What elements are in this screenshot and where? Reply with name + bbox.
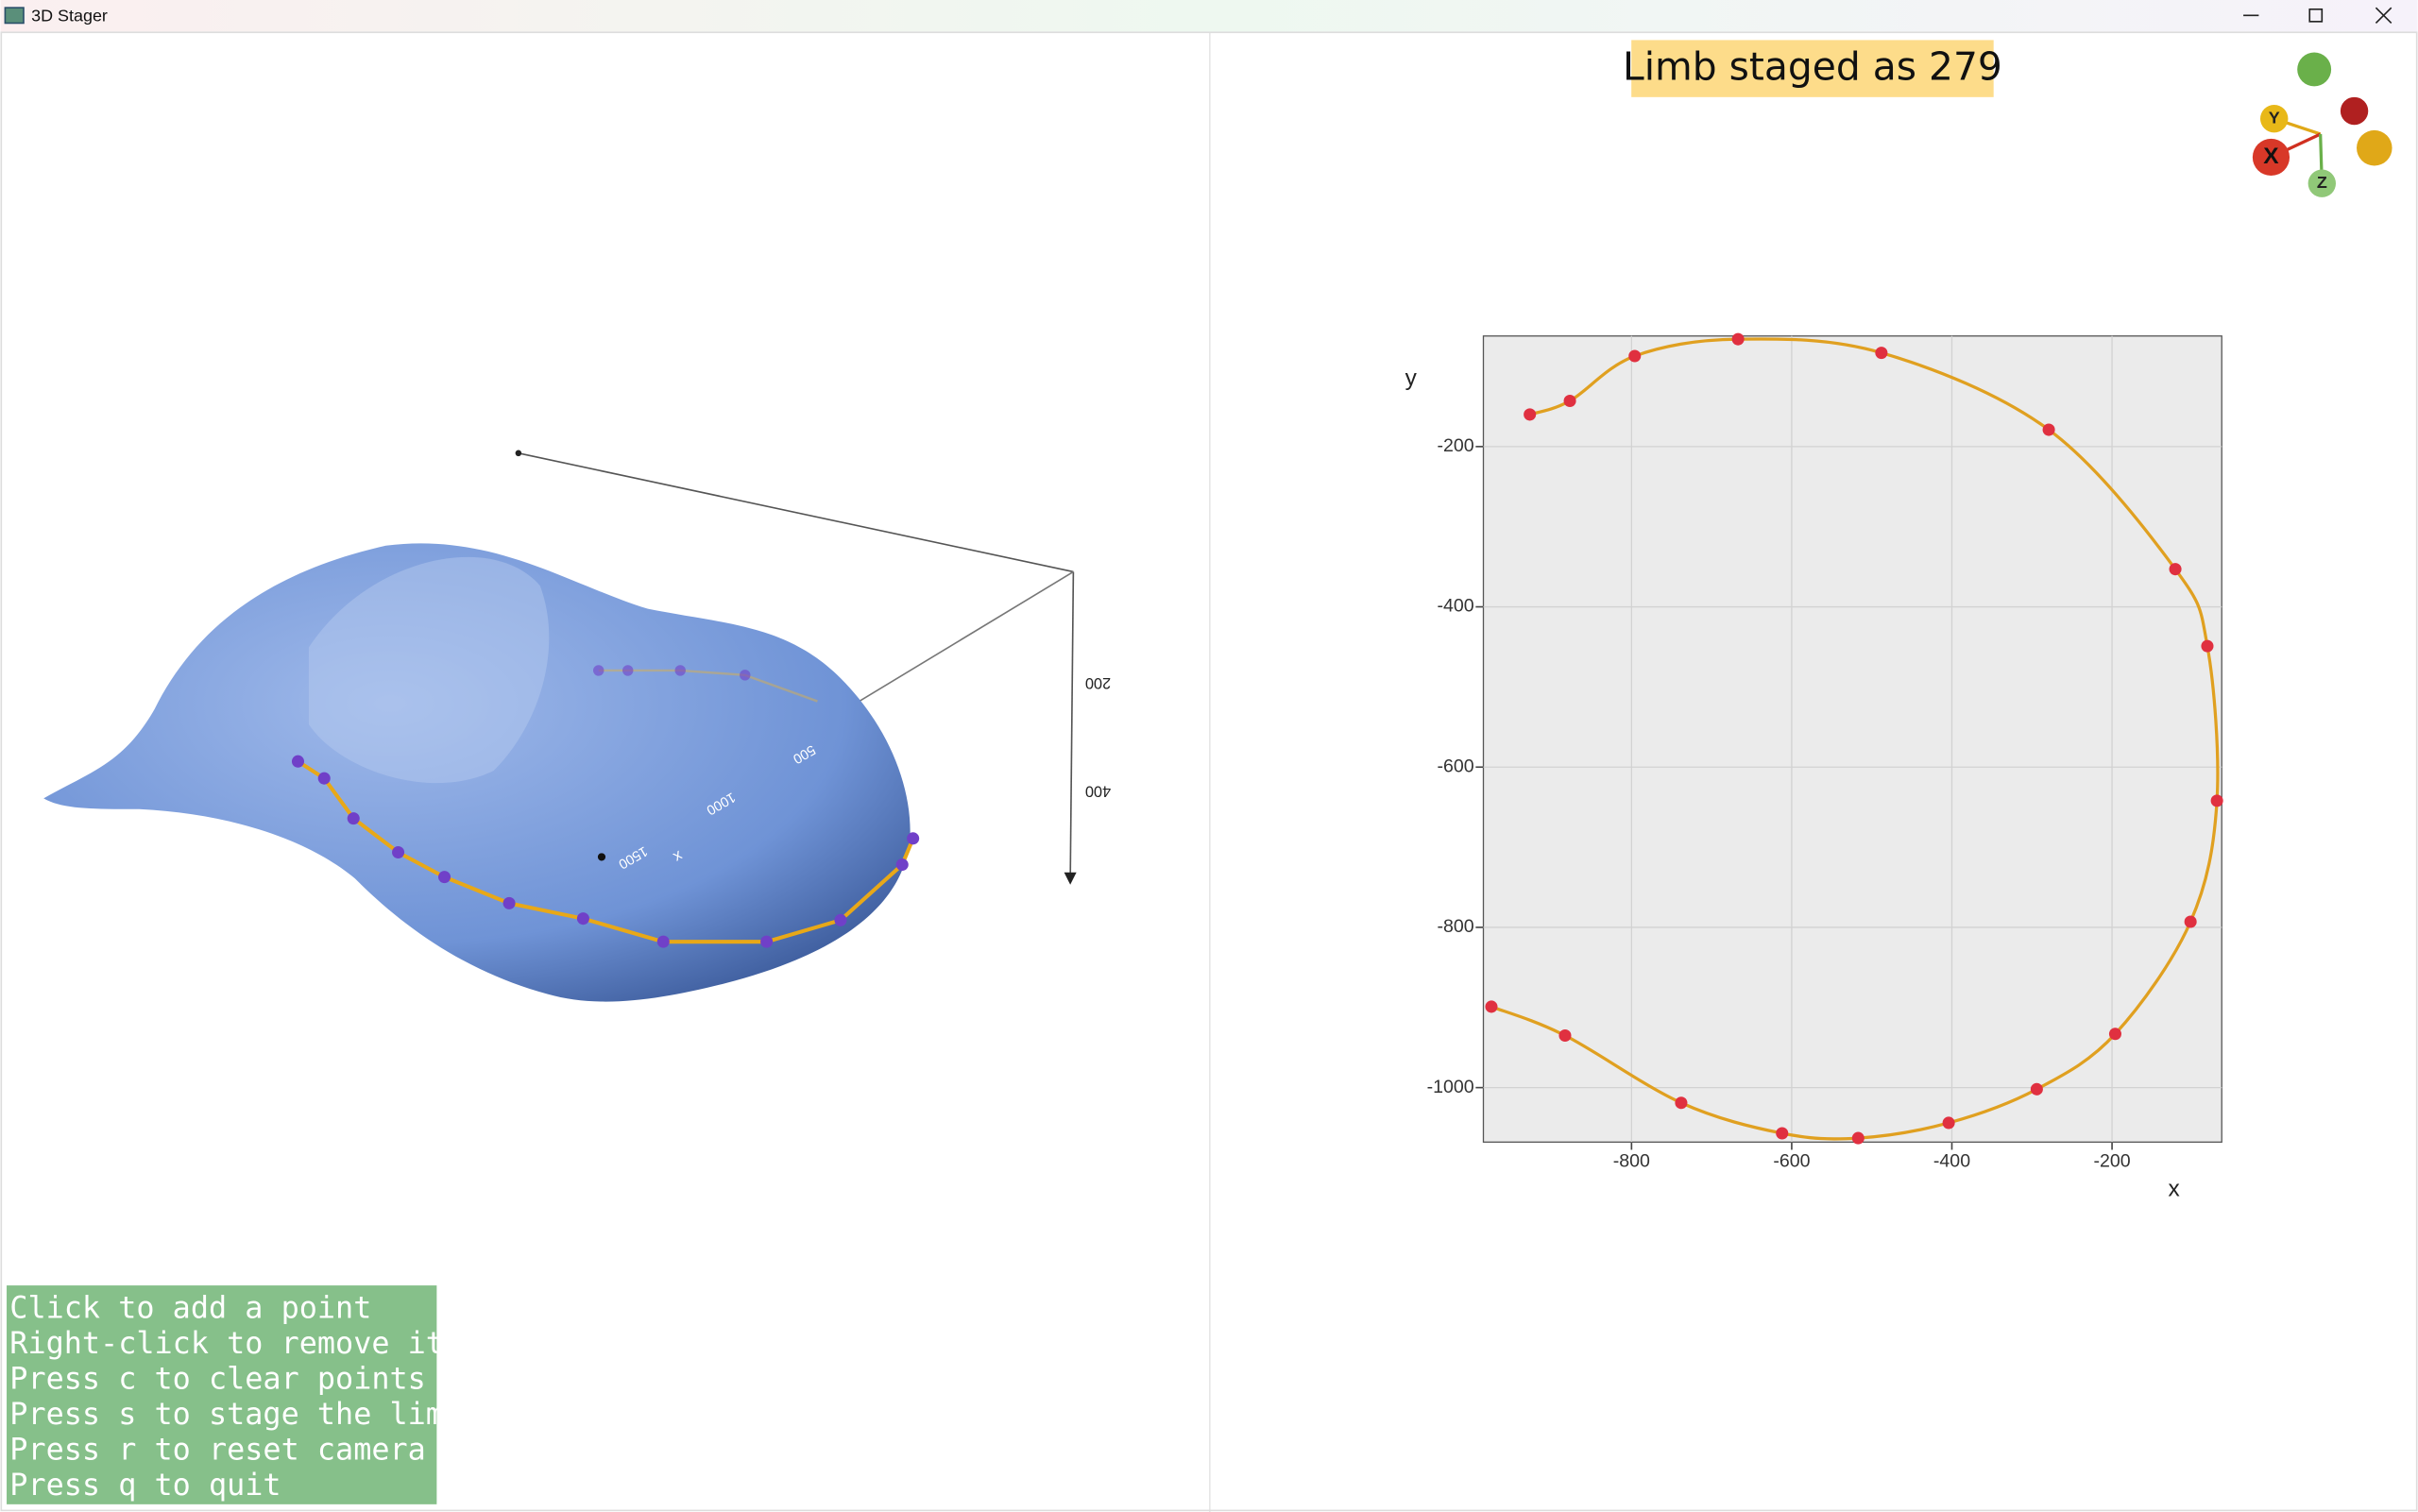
axis-line (518, 452, 1074, 573)
outline-point (2184, 915, 2197, 928)
axis-z-label: Z (2317, 173, 2327, 192)
y-tick-label: -200 (1438, 435, 1474, 456)
outline-point (1731, 332, 1745, 346)
instruction-line: Press q to quit (9, 1467, 281, 1503)
axis-line (1069, 571, 1075, 882)
instruction-line: Click to add a point (9, 1289, 371, 1325)
y-tick-label: -400 (1438, 596, 1474, 617)
outline-point (1851, 1131, 1865, 1145)
x-tick-label: -400 (1933, 1151, 1970, 1172)
orientation-widget: Y X Z (2252, 52, 2392, 197)
x-tick-label: -200 (2093, 1151, 2130, 1172)
title-bar (0, 0, 2418, 33)
outline-point (2169, 563, 2182, 576)
instruction-line: Right-click to remove it (9, 1325, 444, 1361)
outline-point (1942, 1116, 1955, 1130)
axis-x-label: X (2263, 144, 2279, 169)
limb-outline (297, 759, 915, 944)
y-tick-label: -800 (1438, 916, 1474, 937)
plot-area (1482, 335, 2222, 1143)
outline-point (2042, 423, 2055, 436)
limb-outline-back (598, 669, 818, 703)
axis-y-label: Y (2269, 108, 2280, 127)
axis-label: 200 (1085, 674, 1111, 691)
y-tick-label: -600 (1438, 756, 1474, 776)
viewer-3d[interactable]: 200 400 500 1000 1500 x (43, 450, 1111, 1002)
instructions-panel (7, 1285, 437, 1504)
x-axis-label: x (2169, 1176, 2180, 1201)
axis-end (515, 450, 522, 457)
x-tick-label: -600 (1773, 1151, 1810, 1172)
outline-point (1563, 394, 1576, 408)
axis-label: 400 (1085, 782, 1111, 799)
outline-point (1776, 1127, 1789, 1140)
window-border (0, 31, 2418, 1512)
restore-button[interactable] (2308, 8, 2324, 23)
status-label: Limb staged as 279 (1623, 43, 2002, 89)
picked-points (291, 665, 920, 948)
close-button[interactable] (2375, 7, 2392, 25)
outline-point (2108, 1028, 2121, 1041)
outline-point (1875, 347, 1888, 360)
x-tick-label: -800 (1613, 1151, 1650, 1172)
instruction-line: Press c to clear points (9, 1360, 426, 1396)
y-axis-label: y (1405, 365, 1418, 391)
outline-point (2030, 1082, 2043, 1096)
outline-point (1524, 408, 1537, 421)
status-badge (1631, 40, 1994, 97)
instruction-line: Press s to stage the limb (9, 1396, 462, 1432)
limb-mesh (43, 543, 911, 1002)
y-tick-label: -1000 (1427, 1077, 1474, 1097)
outline-point (2210, 794, 2223, 807)
outline-point (1558, 1028, 1572, 1043)
window-title: 3D Stager (31, 7, 108, 25)
outline-point (1485, 1000, 1498, 1013)
origin (597, 853, 606, 861)
outline-chart: -800 -600 -400 -200 -200 -400 -600 -800 -1000 x y (1405, 332, 2223, 1201)
axis-arrow (1064, 872, 1077, 885)
outline-point (1675, 1096, 1688, 1110)
instruction-line: Press r to reset camera (9, 1432, 426, 1468)
outline-point (2201, 639, 2214, 653)
mesh-highlight (308, 556, 550, 784)
app-icon (4, 7, 25, 25)
outline-point (1628, 349, 1642, 363)
